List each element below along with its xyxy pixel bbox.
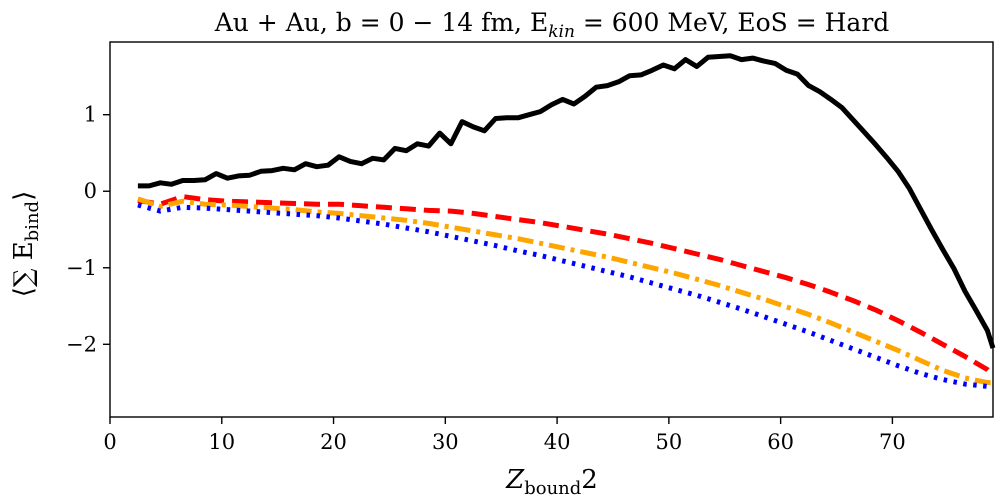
x-tick-label: 30 (432, 430, 459, 454)
y-tick-label: −2 (66, 332, 97, 356)
series-line-orange-dashdot (137, 196, 993, 386)
chart-title: Au + Au, b = 0 − 14 fm, Ekin = 600 MeV, … (214, 8, 890, 42)
x-tick-label: 20 (320, 430, 347, 454)
x-tick-label: 50 (655, 430, 682, 454)
y-tick-label: 0 (84, 179, 97, 203)
x-tick-label: 0 (103, 430, 116, 454)
x-tick-label: 40 (544, 430, 571, 454)
series-line-red-dashed (137, 194, 995, 377)
series-line-black-solid (137, 53, 996, 349)
y-axis-label: ⟨∑ Ebind⟩ (9, 191, 43, 298)
y-axis-ticks: 1 0 −1 −2 (66, 103, 110, 356)
x-tick-label: 70 (879, 430, 906, 454)
series-line-blue-dotted (137, 202, 993, 389)
plot-frame (109, 41, 994, 418)
y-tick-label: 1 (84, 103, 97, 127)
y-tick-label: −1 (66, 256, 97, 280)
title: Au + Au, b = 0 − 14 fm, Ekin = 600 MeV, … (214, 8, 890, 42)
x-tick-label: 10 (208, 430, 235, 454)
x-tick-label: 60 (767, 430, 794, 454)
plot-lines (137, 53, 996, 389)
x-axis-ticks: 0 10 20 30 40 50 60 70 (103, 417, 906, 454)
x-axis-label: Zbound2 (505, 465, 598, 498)
